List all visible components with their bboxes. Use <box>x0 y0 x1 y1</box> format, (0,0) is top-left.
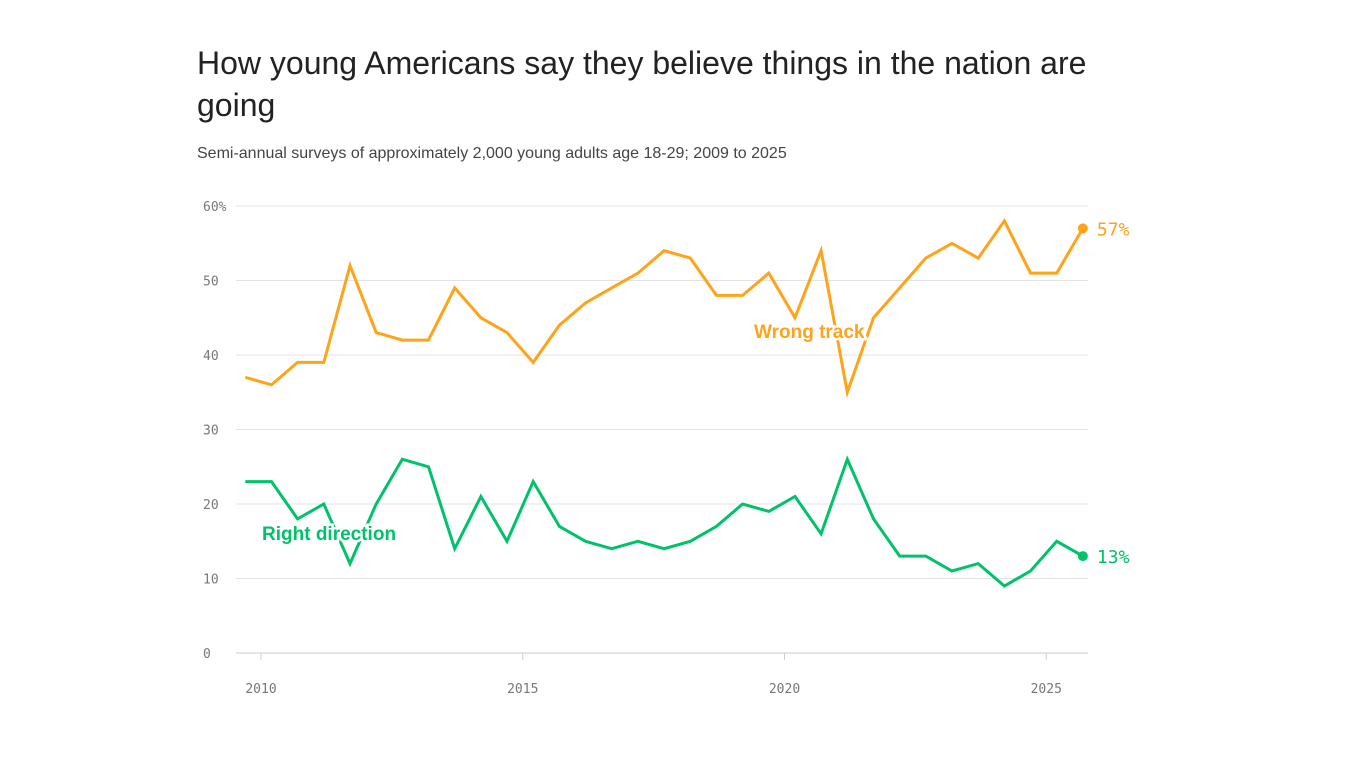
series-label-right-direction: Right direction <box>262 524 396 545</box>
y-tick-label: 20 <box>203 498 219 513</box>
y-tick-label: 40 <box>203 349 219 364</box>
y-tick-label: 50 <box>203 275 219 290</box>
end-point <box>1077 223 1088 234</box>
series-line-right-direction <box>245 455 1084 588</box>
y-tick-label: 10 <box>203 573 219 588</box>
y-tick-label: 60% <box>203 200 227 215</box>
end-value-label: 57% <box>1097 219 1130 240</box>
y-tick-label: 0 <box>203 647 211 662</box>
end-value-label: 13% <box>1097 547 1130 568</box>
chart-title: How young Americans say they believe thi… <box>197 45 1087 123</box>
chart-subtitle: Semi-annual surveys of approximately 2,0… <box>197 145 787 162</box>
series-line-wrong-track <box>244 217 1085 399</box>
x-tick-label: 2025 <box>1031 682 1062 697</box>
x-tick-label: 2015 <box>507 682 538 697</box>
end-point <box>1077 551 1088 562</box>
y-tick-label: 30 <box>203 424 219 439</box>
series-label-wrong-track: Wrong track <box>754 322 865 343</box>
x-tick-label: 2020 <box>769 682 800 697</box>
x-tick-label: 2010 <box>245 682 276 697</box>
